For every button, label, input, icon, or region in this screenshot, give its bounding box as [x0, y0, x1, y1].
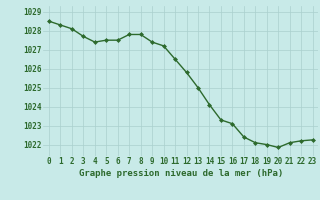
X-axis label: Graphe pression niveau de la mer (hPa): Graphe pression niveau de la mer (hPa) [79, 169, 283, 178]
